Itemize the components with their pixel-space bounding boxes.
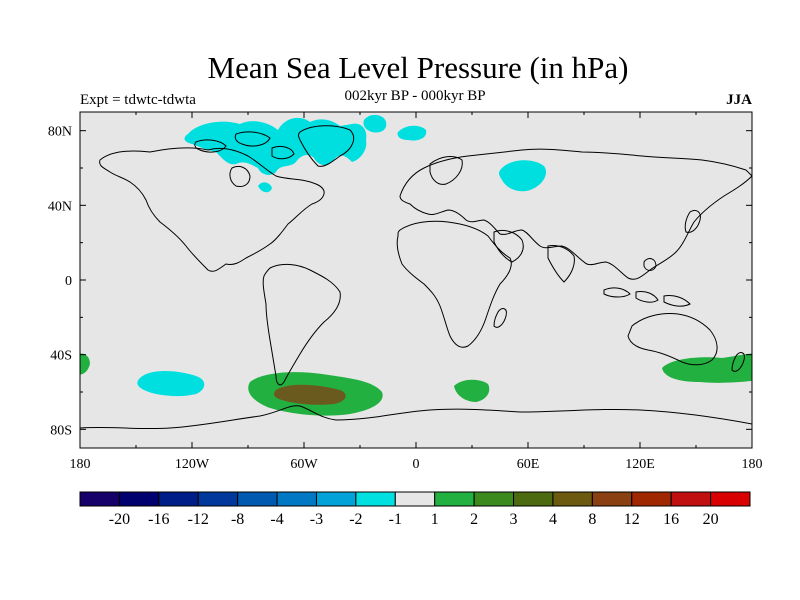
colorbar-swatch [355,491,396,507]
colorbar-swatch [394,491,436,507]
colorbar-label: -16 [148,511,169,528]
coastline-north-america [99,147,325,272]
colorbar-swatch [434,491,475,507]
anomaly-region [499,160,547,192]
colorbar-label: 8 [588,511,596,528]
coastline-japan [684,209,701,233]
y-tick-label: 80S [50,423,72,438]
y-tick-label: 40S [50,349,72,364]
colorbar-swatch [118,491,160,507]
colorbar-label: 12 [624,511,640,528]
experiment-label: Expt = tdwtc-tdwta [80,92,196,108]
anomaly-region [137,371,205,397]
coastline-indonesia [603,258,691,307]
colorbar-swatch [710,491,751,507]
colorbar: -20 -16 -12 -8 -4 -3 -2 -1 1 2 3 4 8 12 16 20 [79,491,751,528]
colorbar-swatch [197,491,239,507]
colorbar-swatch [670,491,712,507]
anomaly-region [80,353,90,375]
colorbar-swatch [513,491,554,507]
anomaly-region [274,384,346,405]
colorbar-swatch [315,491,357,507]
coastline-africa [396,220,512,348]
coastlines [80,125,752,430]
colorbar-label: 4 [549,511,557,528]
x-tick-label: 0 [413,457,420,472]
colorbar-label: -1 [389,511,402,528]
season-label: JJA [726,92,752,108]
coastline-new-zealand [731,352,745,372]
colorbar-label: -2 [349,511,362,528]
coastline-scandinavia [429,156,463,185]
colorbar-label: -4 [270,511,283,528]
y-tick-label: 0 [65,274,72,289]
coastline-arctic-islands [194,131,295,160]
colorbar-label: -8 [231,511,244,528]
coastline-greenland [298,125,355,167]
y-tick-label: 40N [48,199,72,214]
anomaly-region [363,114,387,133]
coastline-arabia [493,229,524,263]
colorbar-swatch [631,491,672,507]
chart-title: Mean Sea Level Pressure (in hPa) [207,50,629,85]
colorbar-swatch [276,491,317,507]
period-label: 002kyr BP - 000kyr BP [344,88,486,104]
coastline-antarctica [80,405,752,430]
x-tick-label: 120E [625,457,655,472]
x-tick-label: 120W [175,457,210,472]
x-tick-label: 60E [517,457,540,472]
colorbar-label: -12 [188,511,209,528]
colorbar-label: 16 [663,511,679,528]
axis-tick-labels: 180 120W 60W 0 60E 120E 180 80N 40N 0 40S 80S [48,125,763,472]
x-tick-label: 180 [70,457,91,472]
coastline-australia [627,313,718,366]
coastline-south-america [262,263,341,386]
anomaly-region [662,353,752,383]
colorbar-label: 2 [470,511,478,528]
anomaly-layer [80,114,752,430]
colorbar-label: 20 [703,511,719,528]
x-tick-label: 60W [290,457,318,472]
axis-ticks [79,112,753,448]
colorbar-label: -20 [109,511,130,528]
y-tick-label: 80N [48,125,72,140]
x-tick-label: 180 [742,457,763,472]
colorbar-swatch [158,491,199,507]
anomaly-region [397,125,427,141]
coastline-eurasia [399,148,752,280]
map-background [80,112,752,448]
colorbar-swatch [79,491,120,507]
coastline-india [547,245,575,283]
coastline-madagascar [493,308,507,328]
colorbar-swatch [237,491,278,507]
colorbar-swatch [473,491,515,507]
colorbar-swatch [552,491,593,507]
colorbar-label: -3 [310,511,323,528]
coastline-hudson-bay [229,165,251,187]
anomaly-region [258,182,272,193]
colorbar-label: 1 [431,511,439,528]
colorbar-label: 3 [510,511,518,528]
anomaly-region [454,379,490,402]
colorbar-swatch [591,491,633,507]
